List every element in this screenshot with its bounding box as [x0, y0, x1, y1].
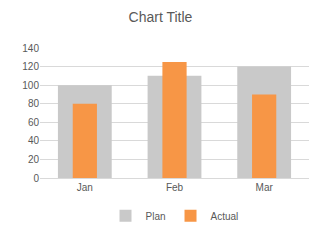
svg-text:Jan: Jan	[77, 182, 93, 193]
svg-text:Plan: Plan	[146, 211, 166, 222]
svg-text:20: 20	[28, 154, 40, 165]
svg-text:Chart Title: Chart Title	[129, 9, 193, 25]
svg-text:100: 100	[22, 80, 39, 91]
svg-text:Feb: Feb	[166, 182, 184, 193]
svg-text:Actual: Actual	[211, 211, 239, 222]
svg-text:80: 80	[28, 98, 40, 109]
svg-text:120: 120	[22, 61, 39, 72]
svg-text:140: 140	[22, 43, 39, 54]
svg-text:40: 40	[28, 135, 40, 146]
svg-text:Mar: Mar	[256, 182, 274, 193]
svg-text:60: 60	[28, 117, 40, 128]
svg-text:0: 0	[33, 173, 39, 184]
